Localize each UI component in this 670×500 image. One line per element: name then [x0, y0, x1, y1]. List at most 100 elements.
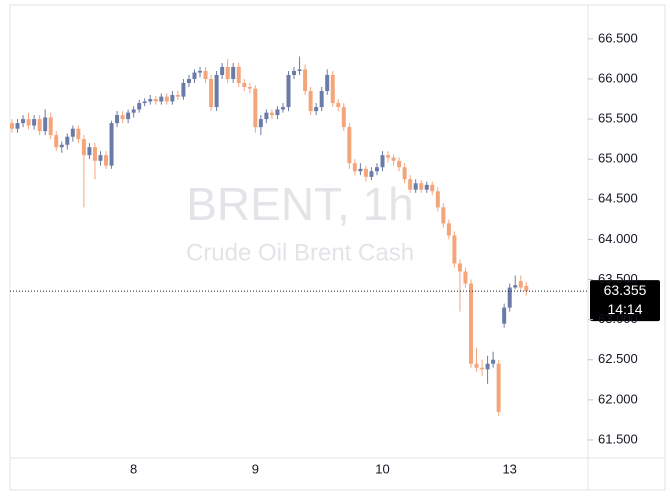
y-tick-label: 65.500	[598, 111, 638, 126]
candle-body	[32, 119, 37, 126]
candle-body	[303, 69, 308, 92]
candle-body	[164, 96, 169, 102]
candle-body	[386, 155, 391, 158]
candle-body	[468, 283, 473, 364]
overlay: 63.355 14:14	[10, 280, 660, 322]
candle-body	[319, 91, 324, 108]
candle-body	[502, 307, 507, 324]
y-tick-label: 64.000	[598, 231, 638, 246]
candle-body	[115, 115, 120, 124]
y-tick-label: 62.500	[598, 351, 638, 366]
candle-body	[220, 66, 225, 75]
candle-body	[192, 72, 197, 79]
x-tick-label: 10	[375, 461, 389, 476]
candle-body	[26, 119, 31, 126]
candle-body	[264, 112, 269, 120]
candle-body	[474, 363, 479, 368]
candle-body	[109, 123, 114, 166]
candle-body	[446, 223, 451, 236]
candle-body	[225, 66, 230, 79]
candle-body	[142, 101, 147, 104]
candle-body	[491, 359, 496, 364]
candle-body	[10, 123, 14, 129]
candle-body	[286, 74, 291, 108]
y-tick-label: 63.500	[598, 271, 638, 286]
candle-body	[170, 95, 175, 102]
candle-body	[76, 128, 81, 140]
candle-body	[258, 119, 263, 128]
candle-body	[81, 139, 86, 156]
candle-body	[148, 99, 153, 102]
candle-body	[236, 66, 241, 83]
candle-body	[435, 191, 440, 208]
candle-body	[253, 88, 258, 128]
candle-body	[297, 69, 302, 71]
candle-body	[43, 117, 48, 132]
candle-body	[87, 147, 92, 156]
y-tick-label: 64.500	[598, 191, 638, 206]
candle-body	[496, 363, 501, 412]
candle-body	[126, 112, 131, 120]
candle-body	[214, 74, 219, 108]
candle-body	[159, 96, 164, 102]
x-tick-label: 8	[130, 461, 137, 476]
candle-body	[314, 107, 319, 112]
y-tick-label: 63.000	[598, 311, 638, 326]
candle-body	[203, 70, 208, 79]
chart-frame	[9, 4, 666, 491]
candle-body	[65, 136, 70, 145]
candle-body	[347, 127, 352, 164]
candle-body	[463, 271, 468, 284]
candle-body	[209, 78, 214, 108]
candle-body	[275, 109, 280, 116]
candle-body	[98, 155, 103, 161]
candle-body	[341, 107, 346, 128]
candle-body	[524, 285, 529, 292]
last-price-box	[590, 280, 660, 322]
candle-body	[391, 157, 396, 161]
candle-body	[186, 78, 191, 83]
candle-body	[59, 144, 64, 148]
candle-body	[181, 82, 186, 97]
candle-body	[242, 82, 247, 88]
candle-body	[37, 119, 42, 132]
watermark-subtitle: Crude Oil Brent Cash	[186, 239, 414, 266]
candle-body	[120, 115, 125, 120]
y-tick-label: 62.000	[598, 391, 638, 406]
candle-body	[247, 87, 252, 89]
candle-body	[402, 167, 407, 180]
candle-body	[131, 109, 136, 113]
candle-body	[441, 207, 446, 224]
candle-body	[518, 281, 523, 288]
x-tick-label: 13	[502, 461, 516, 476]
candle-body	[374, 167, 379, 172]
candle-body	[175, 95, 180, 97]
candle-body	[280, 107, 285, 110]
candle-body	[153, 99, 158, 102]
candle-body	[137, 103, 142, 110]
candle-body	[397, 160, 402, 168]
candle-body	[308, 91, 313, 112]
candle-body	[452, 235, 457, 264]
candle-body	[269, 112, 274, 116]
candle-body	[104, 155, 109, 166]
candle-body	[325, 74, 330, 92]
y-tick-label: 65.000	[598, 151, 638, 166]
candle-body	[231, 66, 236, 79]
countdown-label: 14:14	[607, 301, 642, 317]
candle-body	[48, 117, 53, 136]
candle-body	[70, 128, 75, 137]
candle-body	[507, 287, 512, 308]
candle-body	[358, 168, 363, 172]
candle-body	[92, 147, 97, 161]
candle-body	[54, 135, 59, 148]
candle-body	[363, 168, 368, 177]
candle-body	[480, 367, 485, 370]
candle-body	[21, 119, 26, 124]
candle-body	[424, 184, 429, 190]
last-price-label: 63.355	[604, 282, 647, 298]
watermark-title: BRENT, 1h	[186, 178, 414, 230]
x-tick-label: 9	[252, 461, 259, 476]
